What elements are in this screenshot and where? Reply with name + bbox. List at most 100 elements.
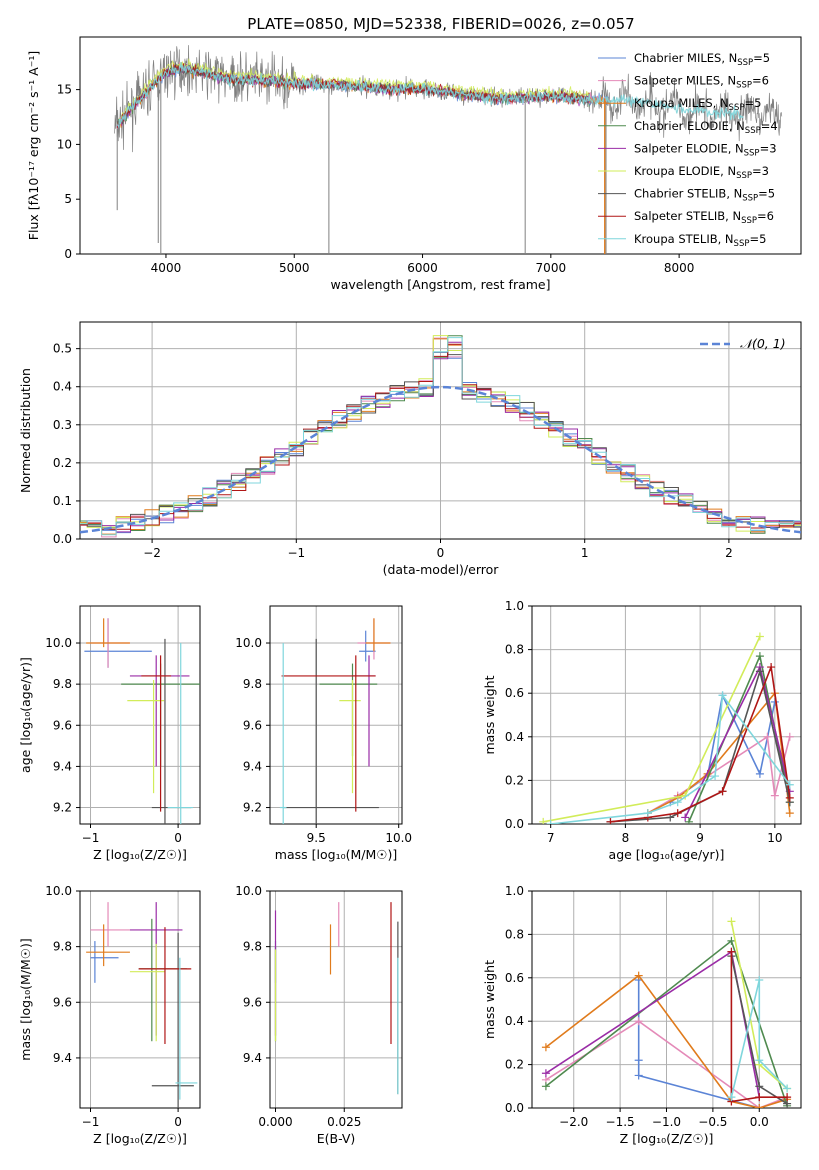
residual-histogram-salpeter_elodie [80,341,801,533]
x-tick-label: 10 [767,831,782,845]
weight-marker-kroupa_elodie [727,917,736,926]
legend-value: =6 [757,209,774,223]
legend-subscript: SSP [741,216,757,226]
x-tick-label: 7 [547,831,555,845]
weight-marker-chabrier_miles [634,1071,643,1080]
legend-subscript: SSP [736,171,752,181]
weight-marker-chabrier_stelib [755,667,764,676]
weight-marker-chabrier_elodie [684,817,693,824]
weight-marker-kroupa_miles [755,1104,764,1108]
y-tick-label: 9.8 [53,940,72,954]
x-axis-label: Z [log₁₀(Z/Z☉)] [93,847,187,862]
weight-marker-chabrier_elodie [541,1082,550,1091]
y-axis-label: Normed distribution [18,368,33,493]
weight-marker-salpeter_miles [785,732,794,741]
weight-marker-kroupa_stelib [783,1084,792,1093]
weight-marker-salpeter_elodie [681,813,690,822]
legend-text: Chabrier ELODIE, N [634,119,745,133]
weight-marker-kroupa_stelib [718,691,727,700]
age-vs-mass-plot-area [279,618,391,824]
legend-label-salpeter_elodie: Salpeter ELODIE, NSSP=3 [634,141,777,158]
legend-value: =3 [760,141,777,155]
mass-vs-Z-plot-area [86,902,198,1108]
weight-marker-salpeter_stelib [718,787,727,796]
x-axis-label: Z [log₁₀(Z/Z☉)] [620,1131,714,1146]
x-axis-label: wavelength [Angstrom, rest frame] [330,277,550,292]
weight-marker-kroupa_elodie [755,632,764,641]
y-tick-label: 0.2 [505,1058,524,1072]
y-axis-label: mass weight [482,675,497,754]
x-tick-label: 0 [174,831,182,845]
legend-subscript: SSP [736,81,752,91]
legend-text: Salpeter STELIB, N [634,209,741,223]
weight-marker-kroupa_stelib [711,772,720,781]
legend-subscript: SSP [742,194,758,204]
legend-value: =5 [758,187,775,201]
y-tick-label: 10 [57,137,72,151]
residuals-panel: −2 −1 0 1 2 0.0 0.1 0.2 0.3 0.4 0.5 (data-model)/er… [18,321,802,577]
legend-text: Chabrier STELIB, N [634,187,742,201]
weight-marker-kroupa_miles [785,809,794,818]
weight-marker-kroupa_stelib [673,798,682,807]
x-tick-label: 0 [437,546,445,560]
weight-marker-kroupa_stelib [755,1056,764,1065]
figure-title: PLATE=0850, MJD=52338, FIBERID=0026, z=0… [247,15,634,33]
weight-marker-kroupa_stelib [546,820,555,824]
weight-marker-chabrier_stelib [755,1082,764,1091]
weight-marker-salpeter_miles [634,1017,643,1026]
weight-marker-chabrier_miles [634,1056,643,1065]
y-tick-label: 9.6 [53,718,72,732]
axes-frame [269,605,403,825]
y-tick-label: 15 [57,83,72,97]
y-tick-label: 9.8 [53,677,72,691]
legend-value: =4 [761,119,778,133]
legend-text: Kroupa MILES, N [634,96,729,110]
y-tick-label: 0.3 [53,418,72,432]
legend-subscript: SSP [744,148,760,158]
y-tick-label: 0.0 [505,817,524,831]
x-tick-label: 5000 [279,261,310,275]
legend-text: Chabrier MILES, N [634,51,737,65]
x-tick-label: −0.5 [698,1115,727,1129]
weight-line-salpeter_stelib [610,663,791,823]
x-tick-label: 0.025 [327,1115,361,1129]
weight-marker-salpeter_stelib [767,663,776,672]
y-tick-label: 9.4 [243,1051,262,1065]
x-tick-label: 0.0 [750,1115,769,1129]
y-axis-label: mass weight [482,960,497,1039]
y-axis-label: mass [log₁₀(M/M☉)] [18,938,33,1060]
legend-label-salpeter_stelib: Salpeter STELIB, NSSP=6 [634,209,774,226]
mass-vs-ebv-plot-area [274,902,399,1095]
y-tick-label: 9.2 [243,801,262,815]
weight-line-salpeter_elodie [545,950,761,1098]
age-vs-Z-plot-area [84,618,200,824]
y-tick-label: 9.8 [243,940,262,954]
weight-marker-chabrier_miles [755,769,764,778]
weight-marker-kroupa_stelib [755,975,764,984]
legend-value: =5 [749,232,766,246]
weight-marker-salpeter_elodie [541,1069,550,1078]
y-tick-label: 9.2 [53,801,72,815]
legend-label-chabrier_miles: Chabrier MILES, NSSP=5 [634,51,770,68]
residuals-plot-area [80,335,801,538]
y-tick-label: 0.4 [505,730,524,744]
legend-label-normal: 𝒩(0, 1) [740,336,786,351]
y-tick-label: 0.0 [505,1101,524,1115]
weight-line-salpeter_stelib [730,951,788,1103]
residual-histogram-chabrier_elodie [80,335,801,534]
x-axis-label: (data-model)/error [383,562,500,577]
legend-label-kroupa_elodie: Kroupa ELODIE, NSSP=3 [634,164,769,181]
weight-marker-kroupa_miles [541,1043,550,1052]
weight-marker-kroupa_stelib [727,1093,736,1102]
weight-marker-salpeter_stelib [606,817,615,824]
y-tick-label: 0.4 [53,380,72,394]
weight-marker-salpeter_stelib [727,947,736,956]
weight-marker-kroupa_miles [634,971,643,980]
legend-label-kroupa_miles: Kroupa MILES, NSSP=5 [634,96,761,113]
legend-label-chabrier_elodie: Chabrier ELODIE, NSSP=4 [634,119,778,136]
residual-histogram-kroupa_miles [80,338,801,535]
x-tick-label: 7000 [536,261,567,275]
x-tick-label: 9.5 [307,831,326,845]
weight-line-kroupa_stelib [730,979,788,1098]
legend-text: Kroupa STELIB, N [634,232,734,246]
